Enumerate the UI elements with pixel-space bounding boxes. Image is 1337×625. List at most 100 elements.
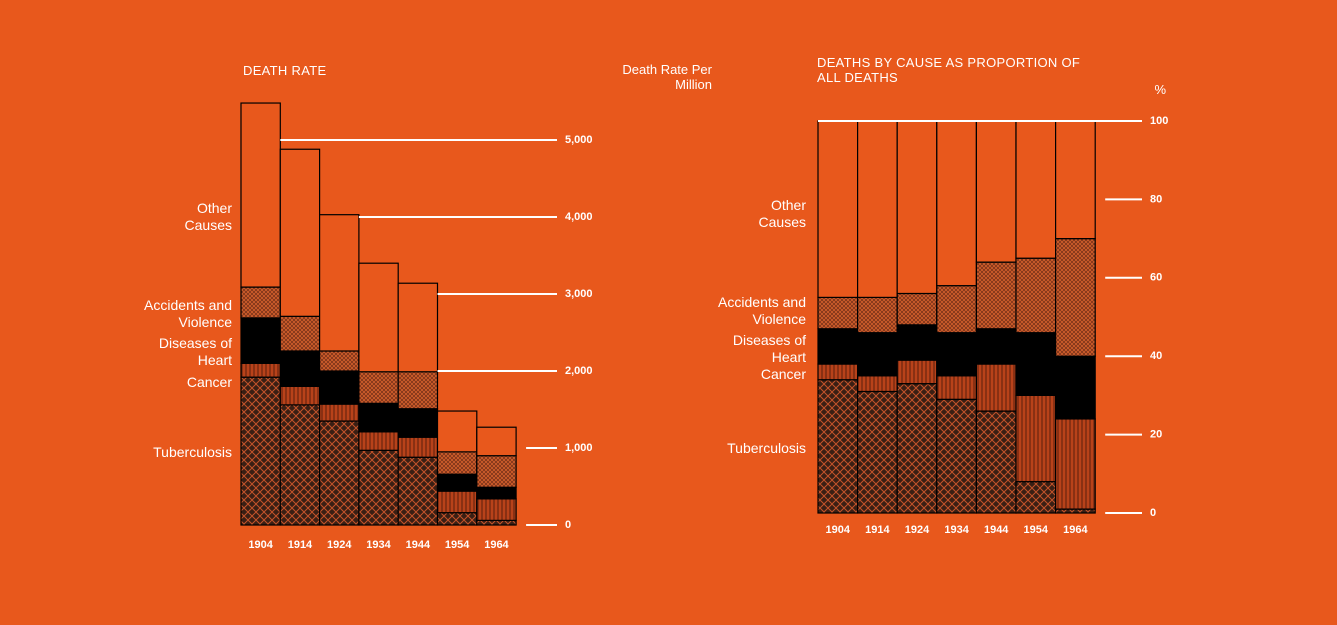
bar-segment (856, 120, 898, 298)
bar-segment (975, 261, 1017, 330)
x-tick-label: 1964 (1063, 524, 1088, 536)
bar-segment (240, 102, 281, 288)
x-tick-label: 1914 (865, 524, 890, 536)
bar-segment (397, 282, 439, 373)
x-tick-label: 1934 (366, 539, 391, 551)
bar-segment (319, 420, 360, 526)
bar-segment (896, 120, 938, 295)
bar-segment (436, 410, 478, 453)
bar-segment (936, 120, 977, 287)
bar-segment (476, 498, 517, 521)
series-label: Diseases of Heart (158, 335, 232, 368)
bar-segment (319, 214, 360, 352)
y-tick-label: 5,000 (565, 134, 593, 146)
bar-segment (936, 375, 977, 400)
series-label: Other Causes (758, 197, 806, 230)
bar-segment (476, 486, 517, 500)
bar-segment (936, 332, 977, 377)
bar-segment (358, 431, 399, 451)
bar-segment (436, 473, 478, 492)
bar-segment (397, 408, 439, 438)
x-tick-label: 1924 (905, 524, 930, 536)
bar-segment (1054, 238, 1096, 357)
bar-segment (240, 286, 281, 319)
y-tick-label: 40 (1150, 350, 1162, 362)
series-label: Tuberculosis (153, 444, 232, 460)
bar-segment (240, 317, 281, 364)
y-tick-label: 60 (1150, 272, 1162, 284)
series-label: Diseases of Heart (732, 332, 806, 365)
bar-segment (1015, 332, 1057, 396)
bar-segment (975, 410, 1017, 514)
bar-segment (936, 285, 977, 334)
y-tick-label: 1,000 (565, 442, 593, 454)
bar-segment (856, 332, 898, 377)
bar-segment (817, 363, 859, 381)
bar-segment (975, 120, 1017, 263)
bar-segment (436, 490, 478, 514)
chart-title: DEATHS BY CAUSE AS PROPORTION OF ALL DEA… (817, 55, 1081, 85)
bar-segment (279, 404, 321, 526)
bar-segment (1054, 120, 1096, 240)
y-tick-label: 3,000 (565, 288, 593, 300)
bar-segment (896, 359, 938, 385)
x-tick-label: 1924 (327, 539, 352, 551)
bar-segment (896, 324, 938, 361)
x-tick-label: 1934 (944, 524, 969, 536)
bar-segment (358, 371, 399, 404)
bar-segment (240, 362, 281, 378)
bar-segment (240, 376, 281, 526)
bar-segment (358, 262, 399, 373)
y-tick-label: 0 (565, 519, 571, 531)
bar-segment (896, 383, 938, 514)
bar-segment (1015, 120, 1057, 259)
chart-title: DEATH RATE (243, 63, 327, 78)
bar-segment (319, 403, 360, 422)
bar-segment (476, 519, 517, 526)
x-tick-label: 1944 (984, 524, 1009, 536)
bar-segment (476, 426, 517, 457)
y-tick-label: 100 (1150, 115, 1168, 127)
bar-segment (856, 390, 898, 514)
series-label: Tuberculosis (727, 440, 806, 456)
bar-segment (975, 328, 1017, 365)
bar-segment (397, 456, 439, 526)
bar-segment (279, 148, 321, 317)
series-label: Cancer (186, 374, 232, 390)
bar-segment (436, 512, 478, 526)
y-axis-title: Death Rate Per Million (622, 62, 712, 92)
y-axis-title: % (1154, 82, 1166, 97)
bar-segment (856, 296, 898, 334)
x-tick-label: 1954 (445, 539, 470, 551)
bar-segment (817, 120, 859, 298)
bar-segment (397, 371, 439, 410)
series-label: Accidents and Violence (144, 297, 232, 330)
bar-segment (436, 451, 478, 475)
series-label: Other Causes (184, 200, 232, 233)
bar-segment (358, 402, 399, 433)
bar-segment (896, 292, 938, 326)
bar-segment (856, 375, 898, 393)
x-tick-label: 1954 (1024, 524, 1049, 536)
y-tick-label: 0 (1150, 507, 1156, 519)
series-label: Cancer (760, 366, 806, 382)
bar-segment (936, 398, 977, 514)
bar-segment (1015, 257, 1057, 334)
bar-segment (397, 436, 439, 458)
y-tick-label: 4,000 (565, 211, 593, 223)
x-tick-label: 1904 (248, 539, 273, 551)
bar-segment (817, 328, 859, 365)
x-tick-label: 1964 (484, 539, 509, 551)
y-tick-label: 20 (1150, 429, 1162, 441)
bar-segment (1054, 355, 1096, 420)
bar-segment (476, 455, 517, 488)
bar-segment (1054, 418, 1096, 510)
bar-segment (817, 296, 859, 330)
x-tick-label: 1914 (288, 539, 313, 551)
bar-segment (975, 363, 1017, 412)
y-tick-label: 80 (1150, 193, 1162, 205)
bar-segment (319, 350, 360, 372)
x-tick-label: 1944 (406, 539, 431, 551)
